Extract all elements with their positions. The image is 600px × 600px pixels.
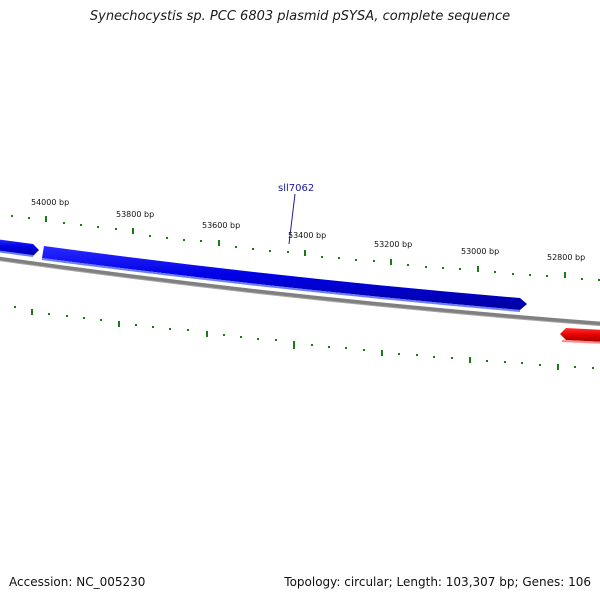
ruler-label-54000: 54000 bp xyxy=(31,198,69,207)
ruler-ticks-upper xyxy=(11,215,600,281)
ruler-label-53400: 53400 bp xyxy=(288,231,326,240)
accession-label: Accession: NC_005230 xyxy=(9,575,146,589)
gene-label-sll7062[interactable]: sll7062 xyxy=(278,183,314,194)
ruler-label-53000: 53000 bp xyxy=(461,247,499,256)
gene-label-connector xyxy=(288,193,296,245)
ruler-label-53600: 53600 bp xyxy=(202,221,240,230)
ruler-label-53200: 53200 bp xyxy=(374,240,412,249)
gene-arrow-reverse[interactable] xyxy=(560,328,600,344)
gene-arrow-left[interactable] xyxy=(0,239,39,257)
sequence-summary: Topology: circular; Length: 103,307 bp; … xyxy=(284,575,591,589)
ruler-label-53800: 53800 bp xyxy=(116,210,154,219)
map-title: Synechocystis sp. PCC 6803 plasmid pSYSA… xyxy=(89,9,511,24)
plasmid-backbone xyxy=(0,256,600,326)
plasmid-backbone-shade xyxy=(0,260,600,327)
ruler-label-52800: 52800 bp xyxy=(547,253,585,262)
ruler-ticks-lower xyxy=(14,306,594,370)
ruler-labels: 54000 bp 53800 bp 53600 bp 53400 bp 5320… xyxy=(31,198,585,262)
gene-arrow-sll7062[interactable] xyxy=(41,246,527,312)
